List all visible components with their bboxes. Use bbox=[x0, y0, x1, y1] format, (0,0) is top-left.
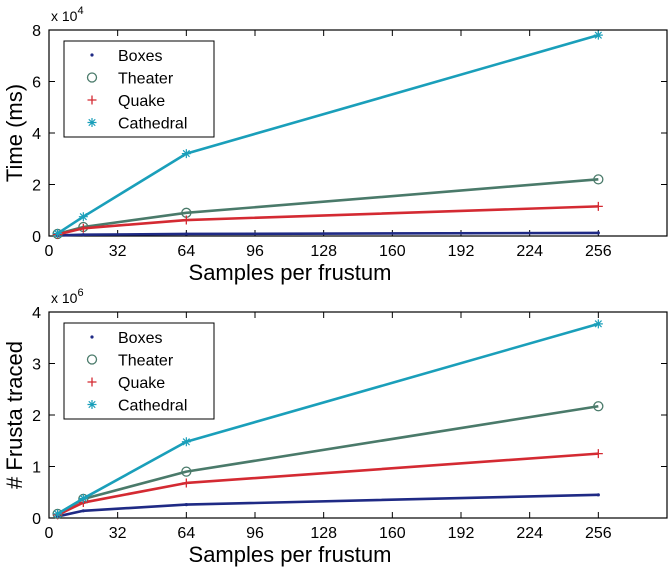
data-point-cathedral bbox=[593, 30, 603, 40]
x-tick-label: 256 bbox=[585, 525, 612, 542]
data-point-cathedral bbox=[181, 437, 191, 447]
x-tick-label: 192 bbox=[448, 243, 475, 260]
legend-box bbox=[63, 322, 215, 420]
y-tick-label: 0 bbox=[32, 511, 41, 528]
x-tick-label: 192 bbox=[448, 525, 475, 542]
legend: Boxes Theater Quake Cathedral bbox=[63, 322, 215, 420]
y-tick-label: 8 bbox=[32, 23, 41, 40]
data-point-quake bbox=[181, 478, 191, 488]
legend-box bbox=[63, 40, 215, 138]
chart-2: 0 32 64 96 128 160 192 224 256 0 1 2 3 4 x 106 Samples … bbox=[2, 287, 668, 567]
data-point-cathedral bbox=[53, 509, 63, 519]
data-point-cathedral bbox=[181, 149, 191, 159]
y-axis-label: Time (ms) bbox=[2, 84, 27, 182]
x-tick-label: 128 bbox=[310, 525, 337, 542]
axis-exponent: x 106 bbox=[51, 287, 84, 306]
data-point-boxes bbox=[184, 232, 188, 236]
legend-marker-cathedral bbox=[87, 118, 97, 127]
legend-label-quake: Quake bbox=[118, 375, 165, 392]
data-point-quake bbox=[78, 223, 88, 233]
series-line-cathedral bbox=[56, 33, 599, 235]
y-tick-label: 3 bbox=[32, 357, 41, 374]
legend-marker-quake bbox=[87, 95, 97, 105]
legend-marker-quake bbox=[87, 377, 97, 387]
legend-marker-theater bbox=[86, 354, 98, 365]
y-tick-label: 4 bbox=[32, 126, 41, 143]
x-axis-label: Samples per frustum bbox=[189, 260, 392, 285]
series-line-quake bbox=[57, 205, 599, 236]
legend: Boxes Theater Quake Cathedral bbox=[63, 40, 215, 138]
y-tick-label: 0 bbox=[32, 229, 41, 246]
x-axis-label: Samples per frustum bbox=[189, 542, 392, 567]
x-tick-label: 256 bbox=[585, 243, 612, 260]
data-point-boxes bbox=[596, 493, 600, 497]
legend-label-cathedral: Cathedral bbox=[118, 398, 187, 415]
legend-label-quake: Quake bbox=[118, 93, 165, 110]
data-point-cathedral bbox=[593, 319, 603, 329]
data-point-boxes bbox=[184, 503, 188, 507]
legend-marker-boxes bbox=[90, 335, 94, 339]
series-line-cathedral bbox=[56, 322, 599, 515]
series-line-boxes bbox=[57, 231, 599, 237]
data-point-quake bbox=[593, 449, 603, 459]
data-point-theater bbox=[181, 466, 192, 477]
legend-label-boxes: Boxes bbox=[118, 48, 162, 65]
x-tick-label: 0 bbox=[45, 525, 54, 542]
x-tick-label: 128 bbox=[310, 243, 337, 260]
y-tick-label: 2 bbox=[32, 178, 41, 195]
legend-label-cathedral: Cathedral bbox=[118, 116, 187, 133]
data-point-cathedral bbox=[78, 493, 88, 503]
axis-exponent: x 104 bbox=[51, 5, 84, 24]
data-point-quake bbox=[593, 201, 603, 211]
data-point-theater bbox=[593, 174, 604, 185]
x-tick-label: 64 bbox=[177, 243, 195, 260]
series-line-boxes bbox=[57, 493, 599, 518]
data-point-boxes bbox=[81, 509, 85, 513]
data-point-cathedral bbox=[78, 212, 88, 222]
axis-exponent-power: 4 bbox=[77, 5, 83, 17]
legend-label-boxes: Boxes bbox=[118, 330, 162, 347]
x-tick-label: 0 bbox=[45, 243, 54, 260]
y-tick-label: 4 bbox=[32, 305, 41, 322]
legend-label-theater: Theater bbox=[118, 353, 174, 370]
data-point-quake bbox=[181, 215, 191, 225]
data-point-boxes bbox=[596, 231, 600, 235]
x-tick-label: 96 bbox=[246, 525, 264, 542]
y-tick-label: 6 bbox=[32, 75, 41, 92]
chart-1: 0 32 64 96 128 160 192 224 256 0 2 4 6 8 x 104 Samples … bbox=[2, 5, 668, 285]
data-point-cathedral bbox=[53, 228, 63, 238]
legend-marker-theater bbox=[86, 72, 98, 83]
x-tick-label: 96 bbox=[246, 243, 264, 260]
legend-marker-boxes bbox=[90, 53, 94, 57]
y-tick-label: 1 bbox=[32, 460, 41, 477]
x-tick-label: 160 bbox=[379, 525, 406, 542]
y-axis-label: # Frusta traced bbox=[2, 341, 27, 489]
y-tick-label: 2 bbox=[32, 408, 41, 425]
series-line-quake bbox=[57, 452, 599, 517]
axis-exponent-power: 6 bbox=[77, 287, 83, 299]
data-point-theater bbox=[593, 401, 604, 412]
x-tick-label: 64 bbox=[177, 525, 195, 542]
x-tick-label: 32 bbox=[109, 525, 127, 542]
x-tick-label: 32 bbox=[109, 243, 127, 260]
legend-marker-cathedral bbox=[87, 400, 97, 409]
data-point-boxes bbox=[81, 233, 85, 237]
x-tick-label: 160 bbox=[379, 243, 406, 260]
x-tick-label: 224 bbox=[516, 243, 543, 260]
x-tick-label: 224 bbox=[516, 525, 543, 542]
legend-label-theater: Theater bbox=[118, 71, 174, 88]
